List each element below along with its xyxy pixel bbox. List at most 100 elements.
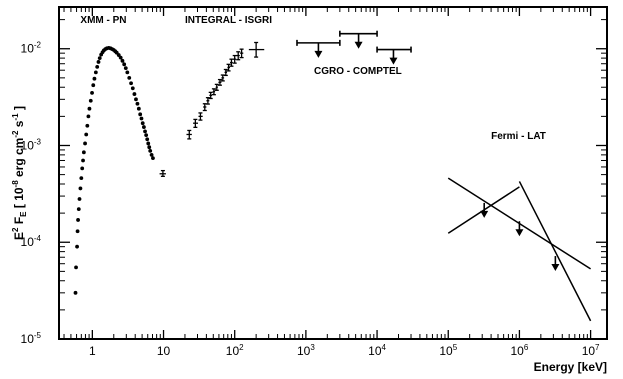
- data-marks: [73, 30, 592, 322]
- xmm-data-point: [143, 129, 147, 134]
- isgri-data-point: [193, 118, 198, 128]
- xmm-data-point: [79, 176, 84, 181]
- y-axis-title-part: [ 10: [12, 187, 26, 211]
- isgri-data-point: [198, 112, 203, 121]
- y-tick-label: 10-5: [21, 331, 42, 346]
- upper-limit-arrow: [480, 210, 489, 218]
- xmm-data-point: [93, 70, 98, 75]
- comptel-upper-limit: [296, 39, 341, 58]
- xmm-data-point: [90, 90, 94, 95]
- x-tick-label-exponent: 7: [595, 343, 600, 352]
- xmm-data-point: [95, 64, 100, 69]
- x-tick-label: 105: [439, 343, 457, 358]
- xmm-data-point: [91, 83, 96, 88]
- y-tick-label-exponent: -3: [34, 137, 42, 146]
- xmm-data-point: [140, 121, 145, 126]
- x-tick-label-base: 10: [439, 344, 453, 358]
- y-tick-label: 10-2: [21, 41, 42, 56]
- y-axis-title-part: s: [12, 120, 26, 130]
- upper-limit-arrow: [354, 41, 363, 49]
- isgri-data-point: [214, 83, 219, 91]
- y-axis-title-part: 2: [11, 227, 20, 232]
- x-tick-label-base: 10: [226, 344, 240, 358]
- x-tick-label: 104: [368, 343, 386, 358]
- y-axis-title-part: E: [12, 232, 26, 240]
- isgri-data-point: [229, 58, 234, 67]
- isgri-data-point: [186, 129, 192, 140]
- instrument-label: CGRO - COMPTEL: [314, 66, 402, 77]
- xmm-data-point: [81, 158, 85, 163]
- y-tick-label-base: 10: [21, 332, 35, 346]
- upper-limit-arrow: [551, 264, 560, 272]
- xmm-data-point: [149, 152, 154, 157]
- instrument-label: INTEGRAL - ISGRI: [185, 15, 272, 26]
- xmm-data-point: [74, 265, 78, 270]
- xmm-data-point: [75, 229, 80, 234]
- y-tick-label-exponent: -2: [34, 41, 42, 50]
- xmm-data-point: [78, 186, 83, 191]
- xmm-data-point: [77, 197, 82, 201]
- isgri-data-point: [211, 88, 216, 96]
- x-tick-label-base: 10: [582, 344, 596, 358]
- xmm-data-point: [159, 169, 166, 177]
- y-axis-title-part: E: [19, 211, 28, 217]
- isgri-data-point: [220, 74, 225, 82]
- lat-bowtie-line: [447, 177, 592, 270]
- isgri-data-point: [236, 51, 241, 61]
- upper-limit-arrow: [314, 50, 323, 58]
- xmm-data-point: [148, 148, 153, 153]
- isgri-data-point: [223, 68, 228, 77]
- xmm-data-point: [73, 290, 78, 295]
- y-axis-title-part: ]: [12, 106, 26, 113]
- x-tick-label-exponent: 6: [524, 343, 529, 352]
- y-axis-title-part: -2: [11, 130, 20, 138]
- xmm-data-point: [96, 60, 101, 64]
- y-axis-title-part: erg cm: [12, 138, 26, 181]
- lat-upper-limit: [480, 202, 489, 218]
- xmm-data-point: [80, 166, 85, 171]
- xmm-data-point: [136, 106, 141, 111]
- xmm-data-point: [145, 137, 150, 142]
- lat-bowtie-line: [447, 186, 520, 234]
- upper-limit-arrow: [389, 57, 398, 65]
- y-axis-title-part: -1: [11, 113, 20, 121]
- xmm-data-point: [120, 58, 125, 63]
- y-axis-title: E2 FE [ 10-8 erg cm-2 s-1 ]: [11, 106, 28, 240]
- y-tick-label-exponent: -4: [34, 234, 42, 243]
- xmm-data-point: [134, 97, 138, 102]
- x-tick-label-exponent: 4: [382, 343, 387, 352]
- x-tick-label-base: 10: [297, 344, 311, 358]
- x-tick-label-base: 10: [157, 344, 171, 358]
- xmm-data-point: [86, 114, 91, 119]
- xmm-data-point: [147, 145, 152, 150]
- xmm-data-point: [135, 101, 140, 106]
- xmm-data-point: [118, 55, 123, 60]
- isgri-data-point: [239, 48, 244, 59]
- xmm-data-point: [138, 112, 143, 117]
- annotations: XMM - PN INTEGRAL - ISGRI CGRO - COMPTEL Fe…: [80, 15, 545, 142]
- isgri-data-point: [226, 63, 231, 72]
- xmm-data-point: [88, 98, 93, 103]
- y-tick-label: 10-4: [21, 234, 42, 249]
- x-tick-label: 106: [511, 343, 529, 358]
- xmm-data-point: [97, 56, 102, 61]
- y-tick-label-base: 10: [21, 235, 35, 249]
- plot-frame: [58, 6, 608, 340]
- y-tick-label-exponent: -5: [34, 331, 42, 340]
- isgri-data-point: [208, 91, 213, 100]
- x-axis-title: Energy [keV]: [534, 360, 607, 374]
- xmm-data-point: [81, 150, 86, 155]
- xmm-data-point: [144, 133, 149, 138]
- xmm-data-point: [75, 244, 79, 249]
- xmm-data-point: [130, 86, 135, 91]
- xmm-data-point: [122, 62, 127, 67]
- isgri-data-point: [248, 41, 265, 58]
- y-axis-title-part: F: [12, 217, 26, 228]
- x-tick-label-base: 10: [511, 344, 525, 358]
- axis-ticks: [59, 7, 607, 340]
- isgri-data-point: [202, 103, 207, 112]
- y-tick-label-base: 10: [21, 42, 35, 56]
- xmm-data-point: [132, 92, 137, 96]
- xmm-data-point: [85, 123, 90, 128]
